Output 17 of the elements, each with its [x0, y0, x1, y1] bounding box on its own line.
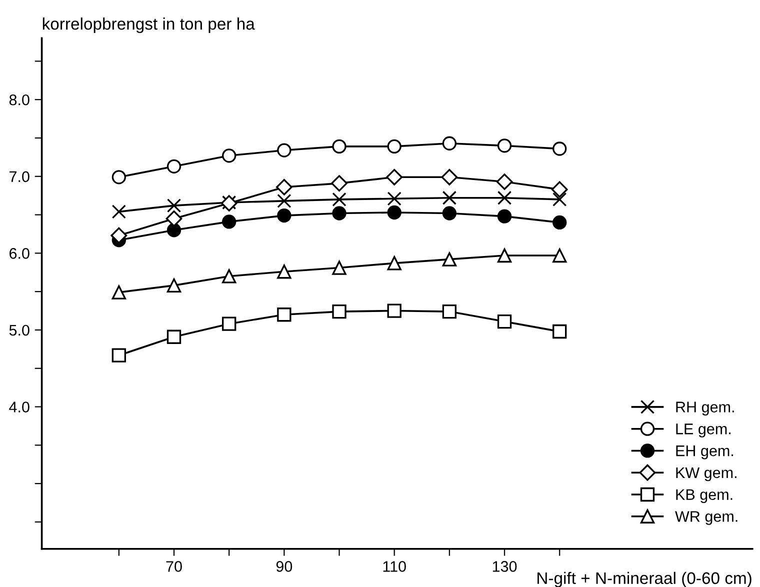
- legend-label: LE gem.: [676, 424, 730, 438]
- y-tick-label: 8.0: [9, 94, 30, 106]
- legend-label: KB gem.: [676, 489, 732, 503]
- x-axis-title: N-gift + N-mineraal (0-60 cm): [538, 572, 752, 587]
- y-tick-label: 6.0: [10, 248, 30, 259]
- x-tick-label: 110: [383, 561, 406, 572]
- x-tick-label: 90: [276, 561, 292, 572]
- y-axis-title: korrelopbrengst in ton per ha: [42, 18, 255, 34]
- y-tick-label: 5.0: [9, 324, 30, 336]
- x-tick-label: 130: [492, 561, 517, 572]
- legend-label: WR gem.: [675, 511, 738, 525]
- y-tick-label: 4.0: [9, 402, 30, 412]
- legend-label: RH gem.: [676, 402, 734, 416]
- x-tick-label: 70: [166, 561, 182, 572]
- legend-label: EH gem.: [676, 446, 734, 460]
- legend-label: KW gem.: [676, 467, 736, 482]
- y-tick-label: 7.0: [10, 171, 30, 182]
